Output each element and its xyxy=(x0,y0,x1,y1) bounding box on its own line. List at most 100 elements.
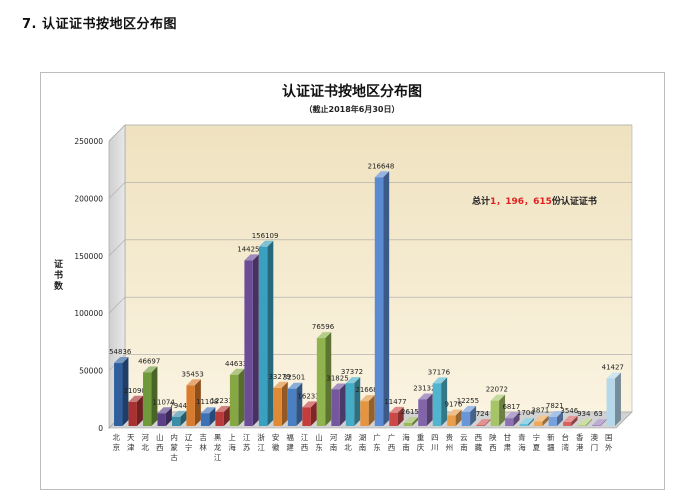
x-tick-label-char: 南 xyxy=(359,442,367,452)
x-tick-label-char: 安 xyxy=(272,432,280,442)
bar-top xyxy=(171,410,187,417)
x-tick-label: 广东 xyxy=(373,432,381,452)
bar-top xyxy=(563,415,578,422)
bar xyxy=(200,413,210,426)
x-tick-label-char: 京 xyxy=(112,442,120,452)
bar-top xyxy=(360,395,375,402)
x-tick-label-char: 西 xyxy=(475,433,483,442)
bar-side xyxy=(325,332,332,426)
x-tick-label-char: 广 xyxy=(373,432,381,442)
x-tick-label-char: 海 xyxy=(402,432,410,442)
x-tick-label-char: 西 xyxy=(489,443,497,452)
bar-value-label: 156109 xyxy=(252,232,279,240)
bar-top xyxy=(200,407,216,414)
bar-top xyxy=(389,406,404,413)
x-tick-label: 黑龙江 xyxy=(214,433,222,462)
x-tick-label-char: 云 xyxy=(460,433,468,442)
x-tick-label-char: 西 xyxy=(388,443,396,452)
bar-top xyxy=(302,401,317,408)
bar-side xyxy=(180,410,187,426)
x-tick-label-char: 蒙 xyxy=(170,442,178,452)
x-tick-label: 四川 xyxy=(431,433,439,452)
bar-value-label: 22072 xyxy=(486,386,508,394)
x-tick-label-char: 澳 xyxy=(591,432,599,442)
x-tick-label: 辽宁 xyxy=(185,433,193,452)
x-tick-label: 国外 xyxy=(605,433,613,452)
total-annotation-prefix: 总计 xyxy=(472,195,490,207)
x-tick-label: 福建 xyxy=(286,433,294,452)
bar-value-label: 1704 xyxy=(517,409,535,417)
y-tick-label: 0 xyxy=(98,424,103,433)
bar xyxy=(389,412,398,426)
bar-value-label: 37372 xyxy=(341,368,363,376)
bar-side xyxy=(484,419,491,426)
bar-side xyxy=(513,412,520,426)
bar-side xyxy=(499,394,506,426)
bar-top xyxy=(490,394,506,401)
bar xyxy=(432,383,442,426)
x-tick-label-char: 东 xyxy=(315,442,323,452)
bar xyxy=(563,421,572,426)
y-axis-label: 证书数 xyxy=(54,259,64,292)
bar-value-label: 9176 xyxy=(445,400,463,408)
x-tick-label-char: 庆 xyxy=(417,442,425,452)
bar-top xyxy=(114,357,129,364)
bar-side xyxy=(223,405,230,426)
bar-top xyxy=(345,377,361,384)
bar-side xyxy=(383,171,390,426)
x-tick-label-char: 青 xyxy=(518,432,526,442)
y-gridline xyxy=(108,296,632,314)
bar-value-label: 37176 xyxy=(428,368,451,376)
bar xyxy=(171,416,181,426)
bar-side xyxy=(252,254,259,426)
bar-value-label: 32501 xyxy=(283,374,305,382)
bar-top xyxy=(403,416,419,423)
bar xyxy=(244,260,253,426)
x-tick-label-char: 台 xyxy=(562,432,570,442)
bar-side xyxy=(281,381,288,426)
x-tick-label-char: 疆 xyxy=(547,443,555,452)
x-tick-label: 湖南 xyxy=(359,433,367,452)
y-gridline xyxy=(108,239,632,257)
bar-side xyxy=(600,419,607,426)
x-tick-label-char: 河 xyxy=(141,433,149,442)
bar-top xyxy=(577,418,592,425)
bar-value-label: 3546 xyxy=(560,407,578,415)
bar xyxy=(316,338,326,426)
bar-top xyxy=(215,405,230,412)
x-tick-label-char: 山 xyxy=(156,432,164,442)
chart-svg: 认证证书按地区分布图 （截止2018年6月30日） 0 50000 100000 15… xyxy=(40,72,665,490)
x-tick-label-char: 江 xyxy=(214,453,222,462)
bar-side xyxy=(397,406,404,426)
chart-subtitle: （截止2018年6月30日） xyxy=(305,104,400,114)
x-tick-label: 江西 xyxy=(301,433,309,452)
bar xyxy=(505,418,514,426)
bar xyxy=(606,378,615,426)
x-tick-label: 重庆 xyxy=(417,433,425,452)
bar xyxy=(273,387,282,426)
y-axis-label-char: 证 xyxy=(54,259,63,270)
bar xyxy=(447,415,456,426)
bar-side xyxy=(571,415,578,426)
bar-side xyxy=(528,418,535,426)
bar xyxy=(548,417,558,426)
bar-top xyxy=(128,395,143,402)
bar-side xyxy=(165,407,172,426)
bar-side xyxy=(585,418,592,426)
bar-value-label: 216648 xyxy=(368,162,395,170)
x-tick-label-char: 西 xyxy=(156,443,164,452)
bar xyxy=(114,363,123,426)
bar xyxy=(403,422,413,426)
bar xyxy=(360,401,369,426)
x-tick-label-char: 林 xyxy=(199,442,207,452)
x-tick-label-char: 上 xyxy=(228,433,236,442)
bar-value-label: 54836 xyxy=(109,348,132,356)
x-tick-label: 西藏 xyxy=(475,433,483,452)
bar-value-label: 144253 xyxy=(237,245,264,253)
x-tick-label-char: 河 xyxy=(330,433,338,442)
x-tick-label-char: 宁 xyxy=(533,432,541,442)
total-annotation: 总计1，196，615份认证证书 xyxy=(472,195,597,207)
y-tick-label: 250000 xyxy=(74,137,103,146)
bar-top xyxy=(548,411,564,418)
bar-value-label: 41427 xyxy=(602,363,624,371)
